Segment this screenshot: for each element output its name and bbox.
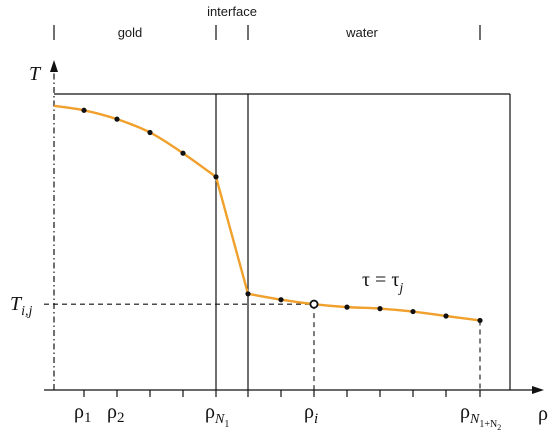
temperature-curve [53,104,481,322]
grid-point-water-8 [477,317,483,324]
grid-point-gold-4 [147,129,153,136]
x-axis-arrow-icon [532,386,544,394]
grid-point-water-5 [377,306,383,312]
region-boundary-ticks [53,25,481,40]
grid-points [81,107,483,324]
region-label-interface: interface [207,4,257,19]
region-label-water: water [345,25,378,40]
tick-label-rho-n1: ρN1 [205,401,229,430]
y-marker-label: Ti,j [10,293,33,319]
x-axis-symbol: ρ [538,403,548,425]
grid-point-gold-6 [213,174,219,180]
grid-point-water-7 [443,313,449,319]
tick-label-rho-1: ρ1 [74,401,91,426]
guide-lines [44,303,481,390]
tick-label-rho-i: ρi [304,401,318,427]
grid-point-gold-2 [81,107,87,113]
x-ticks [83,390,481,397]
annotation-tau-equals-tau-j: τ = τj [362,269,403,296]
tick-label-rho-2: ρ2 [107,401,124,426]
grid-point-water-4 [344,304,350,310]
y-axis-arrow-icon [50,60,58,72]
domain-box [54,93,511,390]
grid-point-water-1 [245,291,251,297]
grid-point-water-6 [410,308,416,315]
axes [44,68,536,391]
tick-label-rho-n1-n2: ρN1+N2 [460,401,501,432]
grid-point-water-2 [278,297,284,303]
grid-point-gold-5 [180,150,186,156]
region-label-gold: gold [118,25,143,40]
highlighted-point-rho-i [309,299,319,309]
y-axis-symbol: T [29,63,42,85]
grid-point-gold-3 [114,116,120,122]
